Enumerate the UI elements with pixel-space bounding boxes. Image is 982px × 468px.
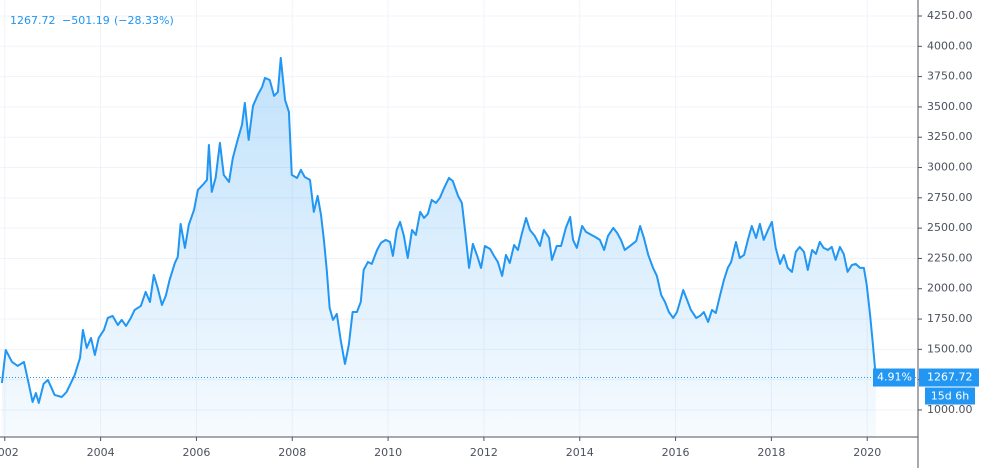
y-tick-label: 2500.00: [927, 221, 973, 234]
countdown-label: 15d 6h: [931, 390, 969, 403]
y-tick-label: 2000.00: [927, 282, 973, 295]
y-tick-label: 2750.00: [927, 191, 973, 204]
x-tick-label: 2014: [566, 446, 594, 459]
x-tick-label: 2016: [662, 446, 690, 459]
change-tag-label: 4.91%: [877, 371, 912, 384]
y-tick-label: 3750.00: [927, 70, 973, 83]
y-tick-label: 4250.00: [927, 9, 973, 22]
y-tick-label: 1000.00: [927, 403, 973, 416]
x-tick-label: 2008: [278, 446, 306, 459]
x-tick-label: 2010: [374, 446, 402, 459]
x-tick-label: 2020: [853, 446, 881, 459]
header-change-pct: (−28.33%): [114, 14, 174, 27]
price-line: [0, 56, 877, 404]
y-tick-label: 3000.00: [927, 161, 973, 174]
y-tick-label: 4000.00: [927, 39, 973, 52]
x-tick-label: 2004: [87, 446, 115, 459]
countdown-tag: [925, 387, 975, 405]
header-last: 1267.72: [10, 14, 56, 27]
y-tick-label: 1500.00: [927, 342, 973, 355]
x-tick-label: 2006: [182, 446, 210, 459]
axes: 1000.001250.001500.001750.002000.002250.…: [0, 9, 979, 459]
y-tick-label: 3250.00: [927, 130, 973, 143]
y-tick-label: 1750.00: [927, 312, 973, 325]
x-tick-label: 2018: [757, 446, 785, 459]
y-tick-label: 2250.00: [927, 251, 973, 264]
change-tag: [873, 368, 915, 387]
x-tick-label: 2012: [470, 446, 498, 459]
price-tag: [919, 368, 979, 387]
y-tick-label: 3500.00: [927, 100, 973, 113]
price-tag-label: 1267.72: [927, 371, 973, 384]
plot: [0, 56, 918, 437]
x-tick-label: 2002: [0, 446, 19, 459]
header-change: −501.19: [62, 14, 110, 27]
area-fill: [1, 57, 876, 437]
